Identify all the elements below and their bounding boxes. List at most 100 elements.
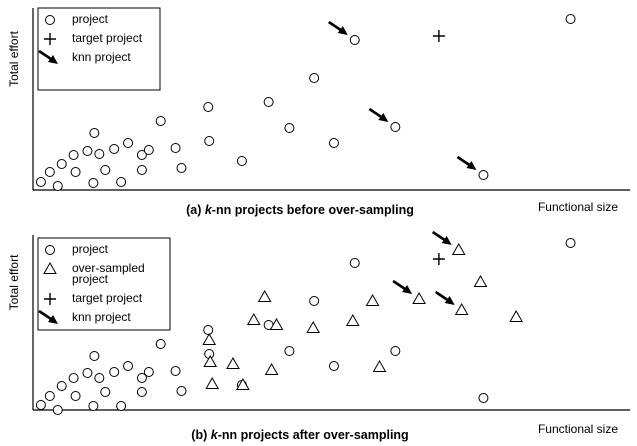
- point: [44, 167, 55, 177]
- point: [123, 361, 134, 371]
- point: [284, 123, 295, 133]
- point: [155, 116, 166, 126]
- legend-marker: [43, 261, 57, 274]
- point: [306, 320, 321, 333]
- point: [349, 35, 360, 45]
- point: [203, 325, 214, 335]
- legend-label: target project: [72, 31, 143, 45]
- arrow-head: [48, 315, 58, 324]
- point: [89, 128, 100, 138]
- point: [136, 387, 147, 397]
- legend-marker: [38, 49, 58, 64]
- point: [451, 242, 466, 255]
- caption-part: -nn projects after over-sampling: [218, 428, 409, 442]
- point: [203, 102, 214, 112]
- point: [56, 159, 67, 169]
- point: [82, 368, 93, 378]
- legend-marker: [45, 15, 55, 25]
- legend-box: [37, 7, 161, 91]
- point: [565, 14, 576, 24]
- legend-line: project: [72, 272, 109, 286]
- point: [88, 401, 99, 411]
- point: [202, 332, 217, 345]
- arrow: [434, 290, 455, 305]
- legend-label: knn project: [72, 310, 131, 324]
- caption-part: k: [205, 203, 213, 217]
- point: [509, 309, 523, 322]
- caption-part: (b): [191, 428, 210, 442]
- point: [478, 170, 489, 180]
- point: [328, 138, 339, 148]
- point: [52, 181, 63, 191]
- legend-marker: [44, 33, 56, 45]
- point: [390, 122, 401, 132]
- point: [349, 258, 360, 268]
- point: [89, 351, 100, 361]
- arrow-head: [444, 296, 455, 305]
- legend-marker: [44, 293, 56, 305]
- x-axis-label: Functional size: [538, 422, 618, 436]
- point: [123, 138, 134, 148]
- point: [236, 156, 247, 166]
- y-axis-label: Total effort: [7, 254, 21, 310]
- point: [94, 373, 105, 383]
- arrow: [431, 230, 452, 245]
- arrow: [392, 279, 413, 294]
- point: [263, 97, 274, 107]
- arrow-head: [466, 161, 477, 170]
- arrow-head: [441, 236, 452, 245]
- point: [236, 377, 250, 390]
- point: [478, 393, 489, 403]
- point: [68, 373, 79, 383]
- point: [56, 381, 67, 391]
- point: [70, 391, 81, 401]
- point: [35, 400, 46, 410]
- point: [565, 238, 576, 248]
- legend-label: project: [72, 12, 109, 26]
- point: [70, 167, 81, 177]
- legend-box: [37, 237, 171, 331]
- point: [136, 150, 147, 160]
- point: [109, 144, 120, 154]
- point: [269, 317, 284, 330]
- point: [52, 405, 63, 415]
- point: [176, 386, 187, 396]
- point: [205, 376, 220, 389]
- caption-part: k: [211, 428, 219, 442]
- point: [176, 163, 187, 173]
- point: [143, 367, 154, 377]
- point: [136, 165, 147, 175]
- arrow-head: [337, 26, 348, 35]
- point: [109, 367, 120, 377]
- point: [226, 356, 240, 369]
- point: [136, 373, 147, 383]
- point: [44, 391, 55, 401]
- legend-marker: [38, 309, 58, 324]
- legend-label: project: [72, 242, 109, 256]
- point: [94, 149, 105, 159]
- point: [82, 146, 93, 156]
- point: [155, 339, 166, 349]
- point: [309, 296, 320, 306]
- point: [68, 150, 79, 160]
- point: [365, 293, 380, 306]
- point: [143, 145, 154, 155]
- point: [88, 178, 99, 188]
- point: [116, 401, 127, 411]
- caption: (b) k-nn projects after over-sampling: [191, 428, 408, 442]
- point: [257, 289, 272, 302]
- arrow-head: [402, 285, 413, 294]
- point: [345, 313, 360, 326]
- point: [204, 136, 215, 146]
- point: [100, 387, 111, 397]
- legend-label: target project: [72, 291, 143, 305]
- legend-marker: [45, 245, 55, 255]
- point: [35, 177, 46, 187]
- point: [264, 362, 279, 375]
- caption-part: -nn projects before over-sampling: [212, 203, 414, 217]
- point: [328, 361, 339, 371]
- caption-part: (a): [186, 203, 205, 217]
- point: [284, 346, 295, 356]
- point: [432, 253, 445, 265]
